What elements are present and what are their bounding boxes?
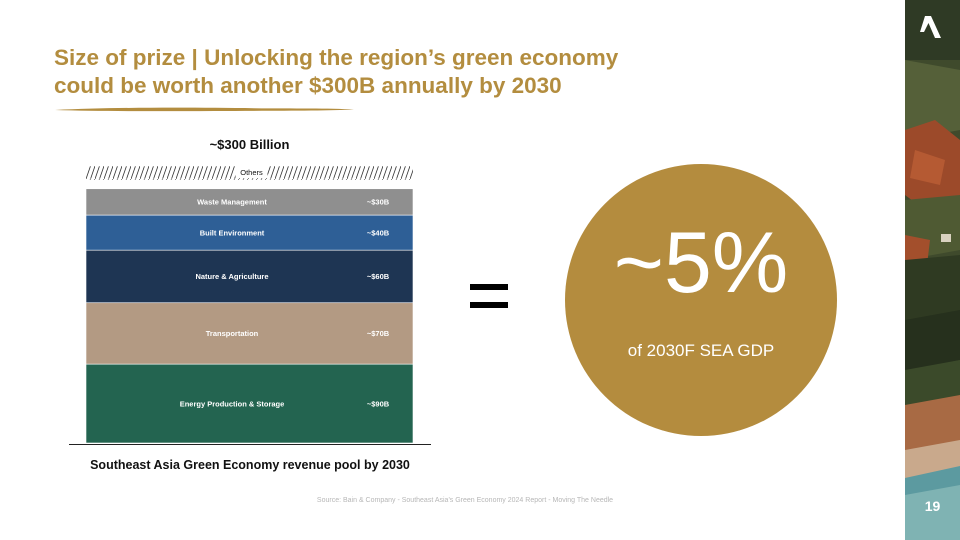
segment-value-nature-and-agriculture: ~$60B [367, 272, 390, 281]
aerial-photo-strip [905, 0, 960, 540]
segment-value-energy-production-and-storage: ~$90B [367, 399, 390, 408]
page-title-line-1: Size of prize | Unlocking the region’s g… [54, 45, 619, 70]
segment-value-waste-management: ~$30B [367, 198, 390, 207]
equals-sign [470, 284, 508, 314]
bar-segment-built-environment [85, 214, 414, 251]
bar-segment-transportation [85, 302, 414, 365]
segment-value-transportation: ~$70B [367, 329, 390, 338]
chart-x-axis-label: Southeast Asia Green Economy revenue poo… [90, 458, 410, 472]
segment-label-nature-and-agriculture: Nature & Agriculture [195, 272, 268, 281]
title-brush-underline [55, 107, 354, 112]
gdp-share-callout: ~5% of 2030F SEA GDP [565, 164, 837, 436]
stacked-bar-chart: Energy Production & Storage ~$90B Transpor… [69, 166, 431, 445]
segment-label-energy-production-and-storage: Energy Production & Storage [180, 399, 285, 408]
segment-value-built-environment: ~$40B [367, 228, 390, 237]
segment-label-others: Others [240, 168, 263, 177]
segment-label-transportation: Transportation [206, 329, 259, 338]
page-title: Size of prize | Unlocking the region’s g… [54, 44, 814, 100]
segment-label-waste-management: Waste Management [197, 198, 267, 207]
segment-label-built-environment: Built Environment [200, 228, 265, 237]
source-note: Source: Bain & Company - Southeast Asia'… [316, 497, 614, 504]
page-title-line-2: could be worth another $300B annually by… [54, 73, 562, 98]
gdp-share-label: of 2030F SEA GDP [627, 341, 775, 360]
gdp-share-value: ~5% [613, 215, 789, 311]
bar-segment-energy-production-and-storage [85, 363, 414, 444]
others-label-background [235, 166, 268, 178]
bar-segment-waste-management [85, 188, 414, 216]
page-number: 19 [924, 498, 941, 514]
brand-a-logo-icon [920, 16, 941, 38]
chart-title: ~$300 Billion [209, 137, 290, 152]
